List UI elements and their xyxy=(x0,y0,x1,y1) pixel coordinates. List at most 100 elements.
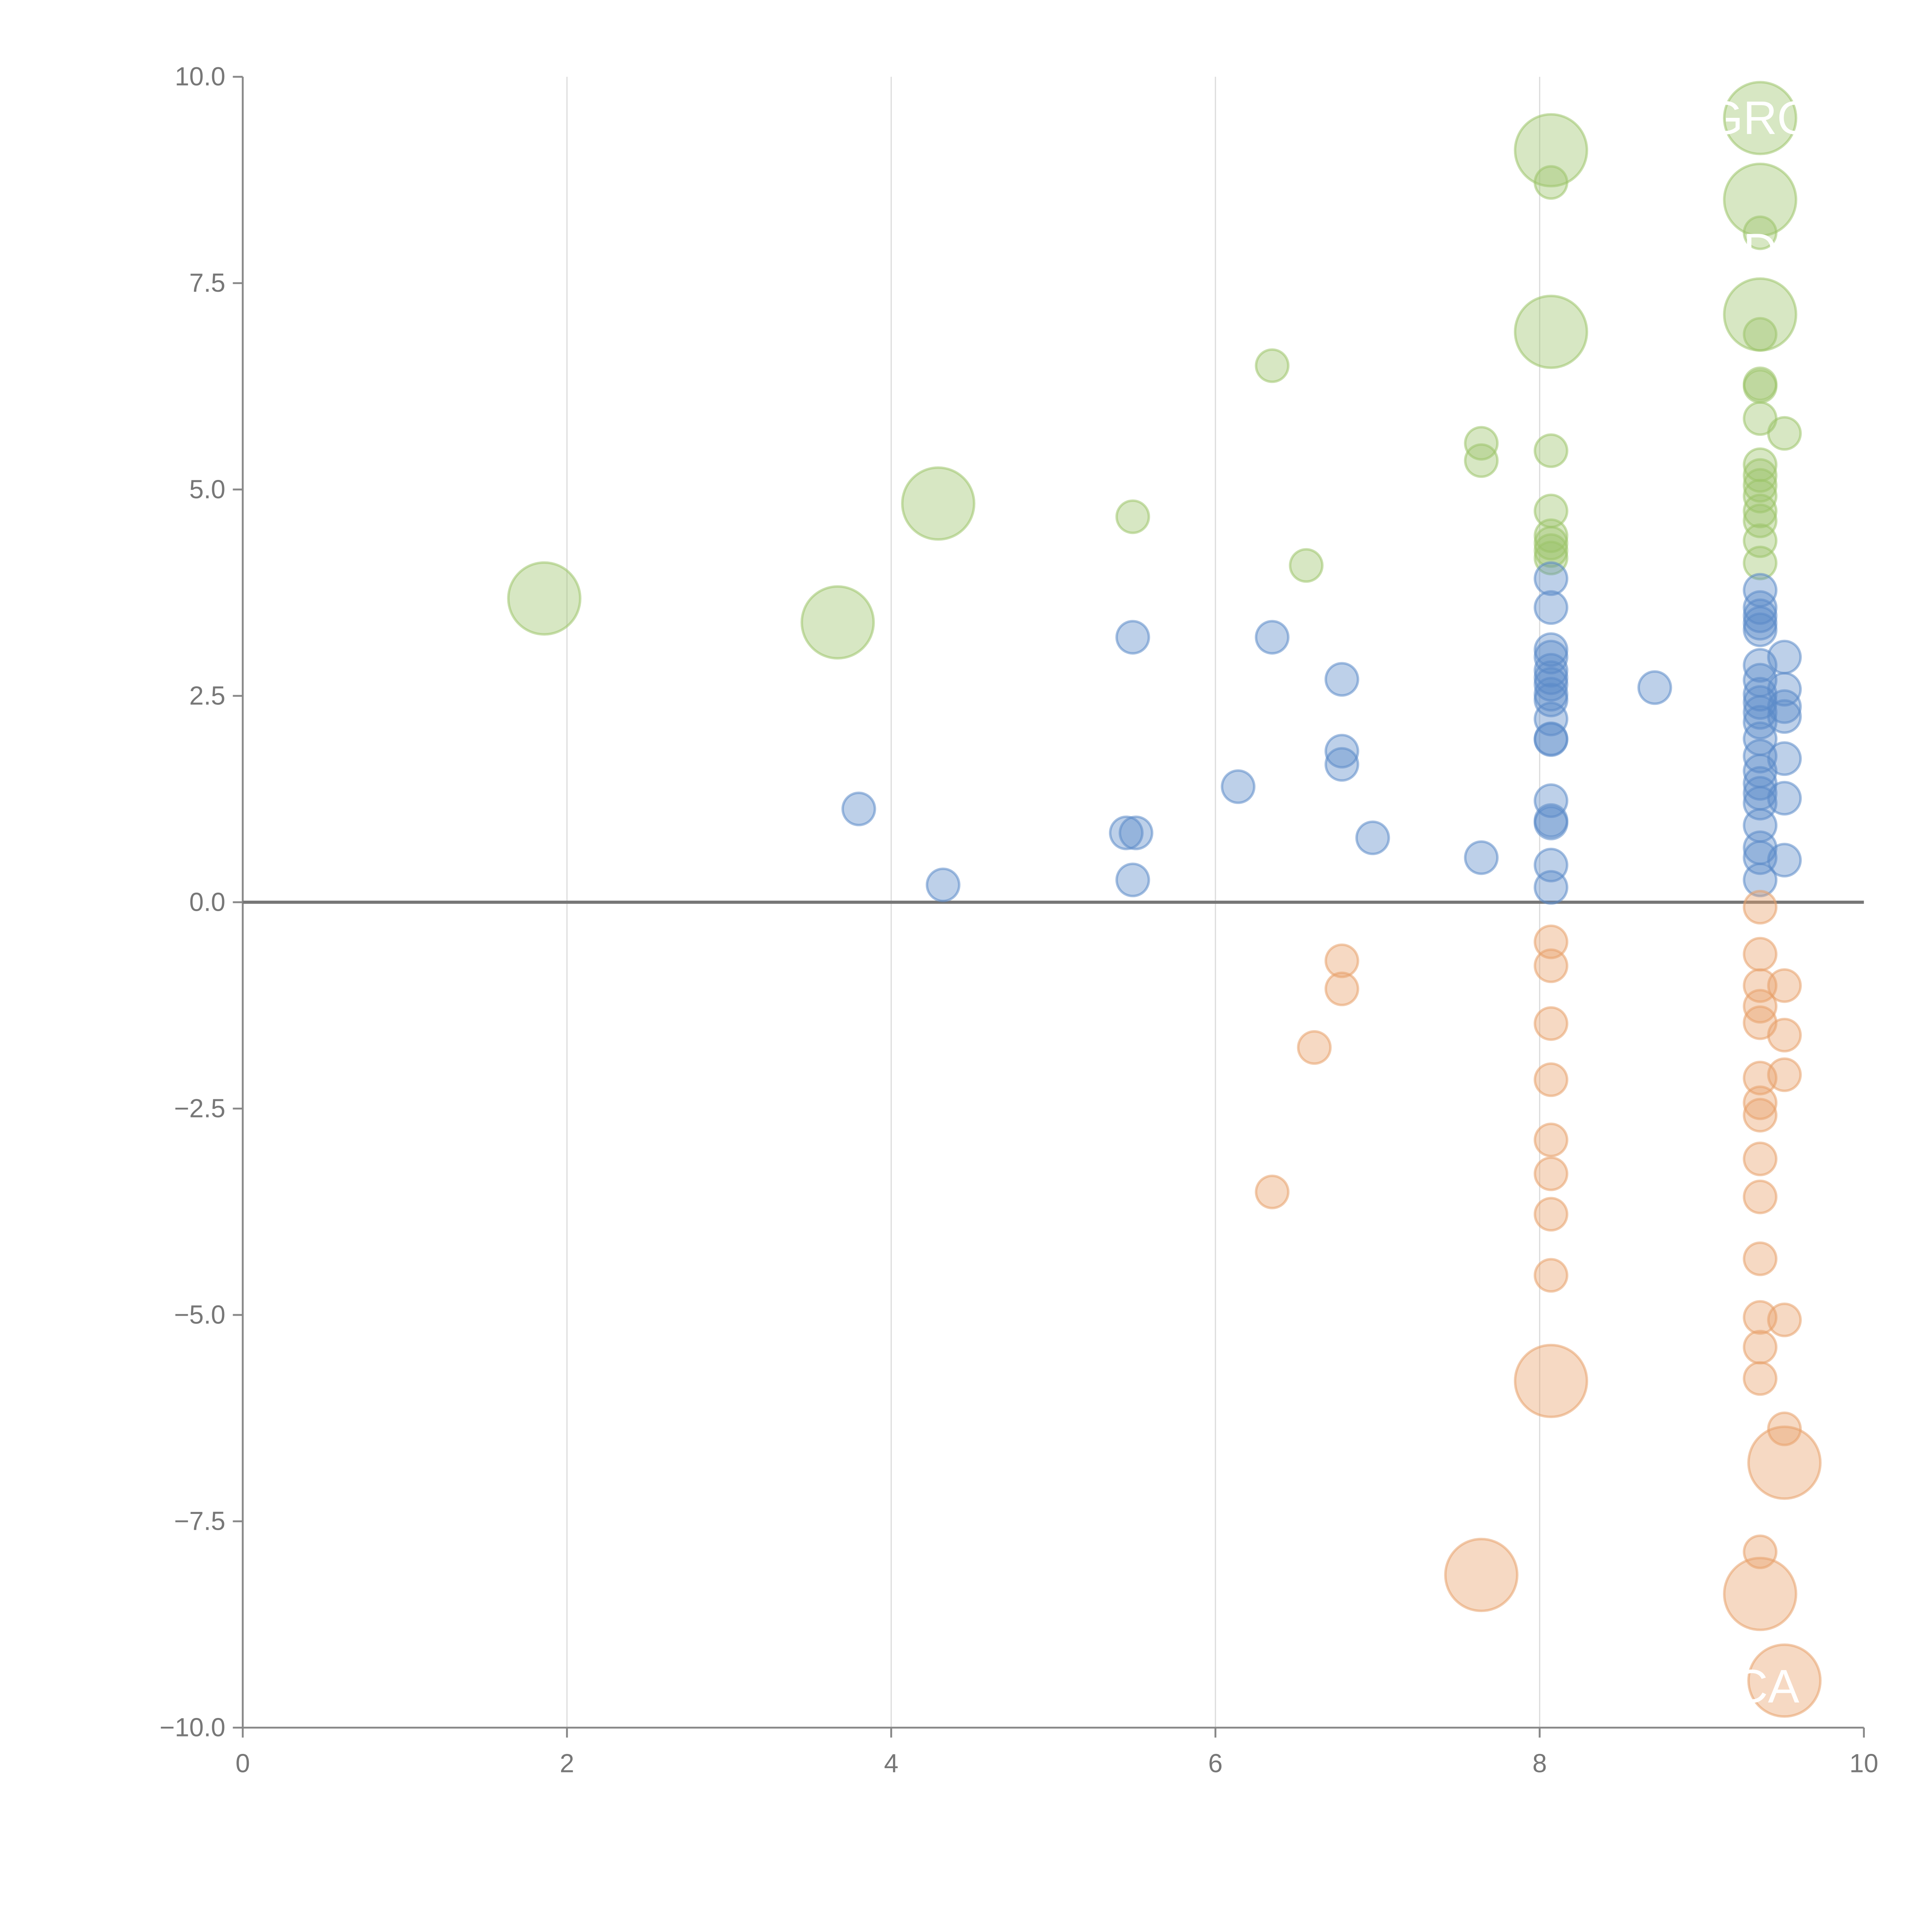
blue-point xyxy=(1534,653,1568,688)
blue-point xyxy=(841,791,876,827)
point-annotation: CA xyxy=(1734,1660,1799,1713)
green-point xyxy=(1514,294,1588,369)
blue-point xyxy=(1255,620,1290,655)
orange-point xyxy=(1444,1537,1519,1612)
green-point xyxy=(1534,526,1568,561)
blue-point xyxy=(1534,805,1568,840)
orange-point xyxy=(1743,1241,1778,1276)
orange-point xyxy=(1743,1141,1778,1177)
blue-point xyxy=(1637,670,1672,705)
orange-point xyxy=(1747,1425,1822,1500)
orange-point xyxy=(1534,1197,1568,1232)
green-point xyxy=(901,466,976,541)
orange-point xyxy=(1255,1174,1290,1209)
orange-point xyxy=(1324,971,1359,1007)
blue-point xyxy=(1534,590,1568,625)
blue-point xyxy=(1534,870,1568,905)
orange-point xyxy=(1743,1179,1778,1214)
orange-point xyxy=(1743,1361,1778,1396)
green-point xyxy=(1743,369,1778,404)
orange-point xyxy=(1743,1085,1778,1120)
green-point xyxy=(1743,503,1778,538)
blue-point xyxy=(1743,612,1778,647)
y-tick-label: −7.5 xyxy=(174,1507,225,1536)
y-tick-label: 10.0 xyxy=(175,62,225,91)
blue-point xyxy=(1534,682,1568,718)
blue-point xyxy=(1767,781,1802,816)
blue-point xyxy=(1115,620,1150,655)
green-point xyxy=(1464,443,1499,478)
blue-point xyxy=(1119,815,1153,850)
blue-point xyxy=(1767,843,1802,878)
y-tick-label: 0.0 xyxy=(189,888,226,917)
green-point xyxy=(1767,416,1802,451)
orange-point xyxy=(1534,1156,1568,1191)
orange-point xyxy=(1743,1330,1778,1365)
blue-point xyxy=(1109,815,1144,850)
blue-point xyxy=(1743,598,1778,633)
green-point xyxy=(507,561,582,636)
point-annotation: GRO xyxy=(1707,92,1814,144)
x-tick-label: 6 xyxy=(1208,1749,1223,1778)
x-tick-label: 8 xyxy=(1532,1749,1547,1778)
blue-point xyxy=(1464,840,1499,875)
green-point xyxy=(1289,548,1324,583)
x-tick-label: 10 xyxy=(1849,1749,1878,1778)
y-tick-label: 2.5 xyxy=(189,681,226,710)
orange-point xyxy=(1324,943,1359,978)
green-point xyxy=(1743,493,1778,529)
orange-point xyxy=(1534,1258,1568,1293)
green-point xyxy=(1534,433,1568,468)
orange-point xyxy=(1767,1057,1802,1092)
green-point xyxy=(1115,499,1150,534)
data-points xyxy=(507,81,1822,1718)
orange-point xyxy=(1534,924,1568,959)
blue-point xyxy=(1221,769,1256,804)
x-tick-label: 4 xyxy=(884,1749,898,1778)
point-annotation: D xyxy=(1743,224,1777,276)
annotations: GRO D CA xyxy=(1707,92,1814,1713)
green-point xyxy=(1743,215,1778,250)
green-point xyxy=(1743,546,1778,580)
orange-point xyxy=(1743,889,1778,925)
green-point xyxy=(1723,162,1798,237)
y-tick-label: −2.5 xyxy=(174,1094,225,1123)
green-point xyxy=(1723,81,1798,155)
green-point xyxy=(1743,479,1778,514)
orange-point xyxy=(1723,1556,1798,1631)
orange-point xyxy=(1767,1017,1802,1053)
y-tick-label: 5.0 xyxy=(189,475,226,504)
blue-point xyxy=(1324,747,1359,782)
green-point xyxy=(1534,165,1568,200)
orange-point xyxy=(1534,1062,1568,1097)
green-point xyxy=(1514,113,1588,187)
blue-point xyxy=(1767,741,1802,776)
blue-point xyxy=(1767,689,1802,724)
y-tick-label: −10.0 xyxy=(160,1713,225,1742)
green-point xyxy=(1255,348,1290,383)
orange-point xyxy=(1534,1006,1568,1041)
blue-point xyxy=(1355,820,1390,855)
x-tick-label: 0 xyxy=(235,1749,250,1778)
orange-point xyxy=(1534,1122,1568,1158)
blue-point xyxy=(1534,722,1568,757)
green-point xyxy=(1534,533,1568,568)
x-tick-label: 2 xyxy=(560,1749,574,1778)
blue-point xyxy=(1534,561,1568,596)
orange-point xyxy=(1514,1344,1588,1418)
blue-point xyxy=(1743,862,1778,898)
blue-point xyxy=(925,867,961,902)
orange-point xyxy=(1767,1302,1802,1337)
blue-point xyxy=(1767,699,1802,734)
orange-point xyxy=(1534,948,1568,983)
blue-point xyxy=(1767,639,1802,675)
green-point xyxy=(1743,468,1778,503)
orange-point xyxy=(1743,1098,1778,1133)
orange-point xyxy=(1747,1643,1822,1718)
y-tick-label: 7.5 xyxy=(189,269,226,298)
green-point xyxy=(1743,317,1778,352)
orange-point xyxy=(1743,937,1778,972)
blue-point xyxy=(1324,734,1359,769)
y-tick-label: −5.0 xyxy=(174,1300,225,1329)
